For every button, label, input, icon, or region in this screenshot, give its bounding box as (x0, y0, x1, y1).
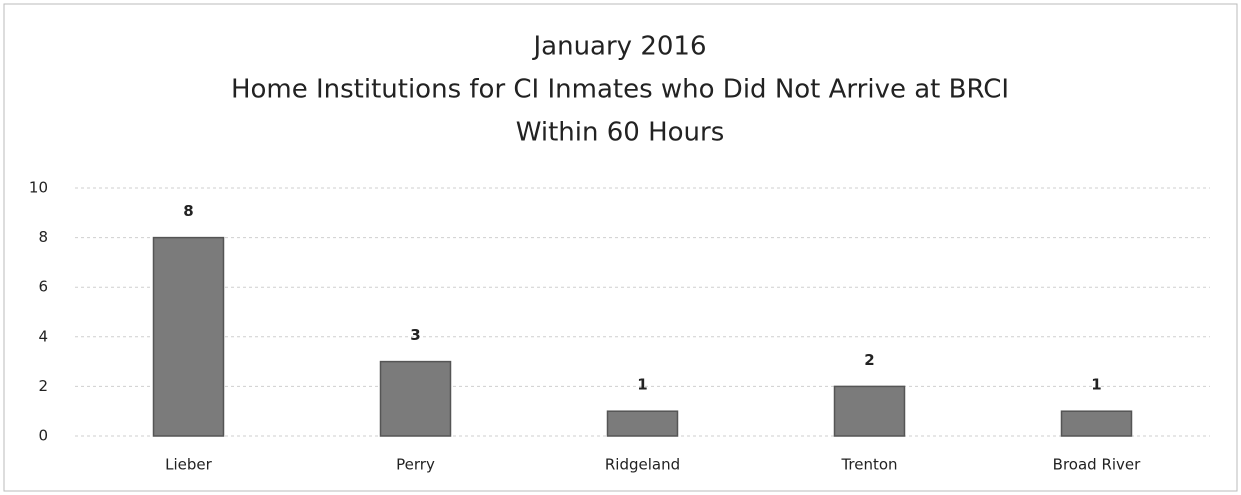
chart-title: Home Institutions for CI Inmates who Did… (231, 75, 1009, 105)
bar (1060, 410, 1133, 437)
bar (379, 360, 452, 437)
x-tick-label: Ridgeland (605, 456, 680, 474)
bar (152, 236, 225, 437)
y-tick-label: 6 (38, 278, 48, 296)
y-tick-label: 0 (38, 427, 48, 445)
y-tick-label: 10 (29, 179, 48, 197)
data-label: 3 (410, 326, 420, 344)
data-label: 8 (183, 202, 193, 220)
x-tick-label: Trenton (840, 456, 897, 474)
x-tick-label: Lieber (165, 456, 213, 474)
bar (833, 385, 906, 437)
chart-title: January 2016 (532, 32, 707, 62)
chart-title: Within 60 Hours (516, 118, 725, 148)
x-tick-label: Perry (396, 456, 435, 474)
x-tick-label: Broad River (1053, 456, 1141, 474)
bar (606, 410, 679, 437)
y-tick-label: 4 (38, 327, 48, 345)
y-tick-label: 2 (38, 377, 48, 395)
data-label: 2 (864, 351, 874, 369)
data-label: 1 (637, 376, 647, 394)
y-tick-label: 8 (38, 228, 48, 246)
data-label: 1 (1091, 376, 1101, 394)
